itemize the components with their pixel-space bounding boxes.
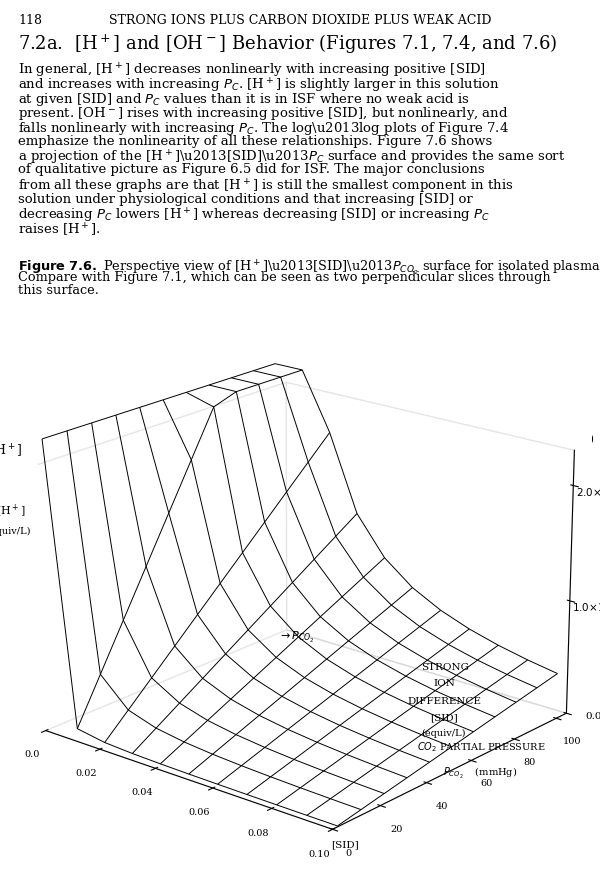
Text: falls nonlinearly with increasing $P_C$. The log\u2013log plots of Figure 7.4: falls nonlinearly with increasing $P_C$.…: [18, 120, 509, 137]
Text: a projection of the [H$^+$]\u2013[SID]\u2013$P_C$ surface and provides the same : a projection of the [H$^+$]\u2013[SID]\u…: [18, 149, 565, 168]
Text: and increases with increasing $P_C$. [H$^+$] is slightly larger in this solution: and increases with increasing $P_C$. [H$…: [18, 77, 500, 94]
Text: $\mathbf{Figure\ 7.6.}$ Perspective view of [H$^+$]\u2013[SID]\u2013$P_{CO_2}$ s: $\mathbf{Figure\ 7.6.}$ Perspective view…: [18, 258, 600, 277]
Text: solution under physiological conditions and that increasing [SID] or: solution under physiological conditions …: [18, 192, 473, 206]
Text: emphasize the nonlinearity of all these relationships. Figure 7.6 shows: emphasize the nonlinearity of all these …: [18, 135, 492, 148]
Text: at given [SID] and $P_C$ values than it is in ISF where no weak acid is: at given [SID] and $P_C$ values than it …: [18, 91, 470, 108]
Text: this surface.: this surface.: [18, 284, 99, 297]
Text: decreasing $P_C$ lowers [H$^+$] whereas decreasing [SID] or increasing $P_C$: decreasing $P_C$ lowers [H$^+$] whereas …: [18, 207, 490, 225]
Text: of qualitative picture as Figure 6.5 did for ISF. The major conclusions: of qualitative picture as Figure 6.5 did…: [18, 164, 485, 176]
Text: from all these graphs are that [H$^+$] is still the smallest component in this: from all these graphs are that [H$^+$] i…: [18, 178, 514, 196]
Text: In general, [H$^+$] decreases nonlinearly with increasing positive [SID]: In general, [H$^+$] decreases nonlinearl…: [18, 62, 486, 80]
Text: Compare with Figure 7.1, which can be seen as two perpendicular slices through: Compare with Figure 7.1, which can be se…: [18, 271, 551, 284]
Text: STRONG IONS PLUS CARBON DIOXIDE PLUS WEAK ACID: STRONG IONS PLUS CARBON DIOXIDE PLUS WEA…: [109, 14, 491, 27]
Text: 7.2a.  [H$^+$] and [OH$^-$] Behavior (Figures 7.1, 7.4, and 7.6): 7.2a. [H$^+$] and [OH$^-$] Behavior (Fig…: [18, 32, 557, 55]
Text: raises [H$^+$].: raises [H$^+$].: [18, 222, 101, 239]
Text: 118: 118: [18, 14, 42, 27]
Text: present. [OH$^-$] rises with increasing positive [SID], but nonlinearly, and: present. [OH$^-$] rises with increasing …: [18, 105, 509, 122]
